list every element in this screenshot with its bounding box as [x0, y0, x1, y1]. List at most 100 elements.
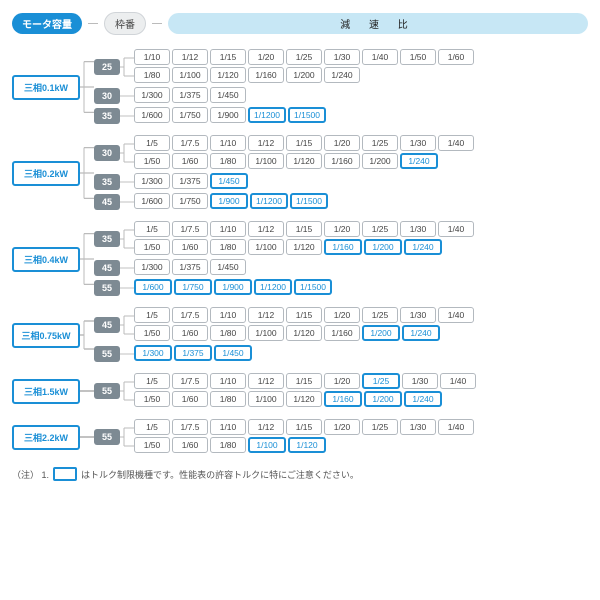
bracket-icon — [80, 419, 94, 455]
bracket-icon — [80, 221, 94, 297]
motor-label: 三相0.2kW — [12, 161, 80, 186]
ratio-cell: 1/50 — [134, 391, 170, 407]
ratio-cell: 1/20 — [324, 373, 360, 389]
ratio-cell: 1/375 — [172, 87, 208, 103]
ratio-cell: 1/40 — [362, 49, 398, 65]
ratio-row: 1/501/601/801/1001/1201/1601/2001/240 — [134, 325, 474, 341]
header-row: モータ容量 枠番 減 速 比 — [12, 12, 588, 35]
ratio-cell: 1/600 — [134, 193, 170, 209]
ratio-cell: 1/100 — [248, 391, 284, 407]
ratio-cell: 1/900 — [210, 107, 246, 123]
ratio-cell: 1/200 — [362, 153, 398, 169]
ratio-cell: 1/300 — [134, 87, 170, 103]
ratio-cell: 1/900 — [214, 279, 252, 295]
ratio-cell: 1/40 — [438, 307, 474, 323]
highlight-swatch-icon — [53, 467, 77, 481]
ratio-cell: 1/50 — [134, 239, 170, 255]
bracket-icon — [120, 307, 134, 343]
frame-row: 351/6001/7501/9001/12001/1500 — [94, 107, 474, 125]
ratio-cell: 1/7.5 — [172, 135, 208, 151]
frame-number: 55 — [94, 280, 120, 296]
bracket-icon — [120, 135, 134, 171]
motor-group: 三相2.2kW551/51/7.51/101/121/151/201/251/3… — [12, 419, 588, 455]
ratio-cell: 1/375 — [174, 345, 212, 361]
ratio-cell: 1/30 — [324, 49, 360, 65]
ratio-cell: 1/120 — [286, 239, 322, 255]
ratio-cell: 1/5 — [134, 373, 170, 389]
frame-number: 45 — [94, 194, 120, 210]
ratio-cell: 1/10 — [210, 419, 246, 435]
motor-label: 三相1.5kW — [12, 379, 80, 404]
ratio-cell: 1/1500 — [290, 193, 328, 209]
ratio-cell: 1/30 — [400, 419, 436, 435]
footnote-prefix: （注） 1. — [12, 468, 49, 481]
frame-row: 551/3001/3751/450 — [94, 345, 474, 363]
ratio-cell: 1/240 — [324, 67, 360, 83]
header-motor-capacity: モータ容量 — [12, 13, 82, 34]
ratio-row: 1/801/1001/1201/1601/2001/240 — [134, 67, 474, 83]
connector — [152, 23, 162, 24]
ratio-cell: 1/7.5 — [172, 373, 208, 389]
ratio-cell: 1/20 — [324, 135, 360, 151]
motor-label: 三相0.4kW — [12, 247, 80, 272]
ratio-cell: 1/80 — [210, 391, 246, 407]
bracket-icon — [120, 87, 134, 105]
ratio-cell: 1/5 — [134, 221, 170, 237]
motor-label: 三相0.1kW — [12, 75, 80, 100]
ratio-cell: 1/25 — [362, 221, 398, 237]
ratio-cell: 1/12 — [248, 307, 284, 323]
ratio-cell: 1/25 — [362, 419, 398, 435]
ratio-cell: 1/750 — [172, 193, 208, 209]
frame-row: 451/3001/3751/450 — [94, 259, 474, 277]
ratio-cell: 1/160 — [324, 153, 360, 169]
ratio-row: 1/51/7.51/101/121/151/201/251/301/40 — [134, 419, 474, 435]
ratio-cell: 1/60 — [172, 239, 208, 255]
ratio-cell: 1/50 — [134, 153, 170, 169]
frame-row: 551/6001/7501/9001/12001/1500 — [94, 279, 474, 297]
bracket-icon — [80, 135, 94, 211]
bracket-icon — [120, 193, 134, 211]
ratio-cell: 1/200 — [286, 67, 322, 83]
frame-number: 30 — [94, 88, 120, 104]
frame-number: 30 — [94, 145, 120, 161]
frame-row: 351/3001/3751/450 — [94, 173, 474, 191]
ratio-cell: 1/200 — [364, 391, 402, 407]
ratio-cell: 1/12 — [248, 373, 284, 389]
ratio-cell: 1/5 — [134, 135, 170, 151]
ratio-cell: 1/100 — [248, 239, 284, 255]
ratio-cell: 1/80 — [210, 437, 246, 453]
ratio-cell: 1/240 — [402, 325, 440, 341]
ratio-cell: 1/25 — [286, 49, 322, 65]
ratio-cell: 1/300 — [134, 345, 172, 361]
ratio-row: 1/501/601/801/1001/1201/1601/2001/240 — [134, 391, 476, 407]
ratio-cell: 1/120 — [210, 67, 246, 83]
ratio-cell: 1/1500 — [288, 107, 326, 123]
bracket-icon — [120, 373, 134, 409]
ratio-row: 1/51/7.51/101/121/151/201/251/301/40 — [134, 221, 474, 237]
bracket-icon — [120, 279, 134, 297]
ratio-cell: 1/600 — [134, 279, 172, 295]
bracket-icon — [80, 307, 94, 363]
frame-row: 451/6001/7501/9001/12001/1500 — [94, 193, 474, 211]
ratio-cell: 1/160 — [324, 391, 362, 407]
ratio-row: 1/3001/3751/450 — [134, 87, 246, 103]
ratio-cell: 1/20 — [324, 307, 360, 323]
ratio-cell: 1/60 — [172, 153, 208, 169]
ratio-cell: 1/100 — [248, 437, 286, 453]
frame-number: 45 — [94, 260, 120, 276]
ratio-cell: 1/80 — [134, 67, 170, 83]
ratio-cell: 1/450 — [210, 173, 248, 189]
ratio-row: 1/51/7.51/101/121/151/201/251/301/40 — [134, 373, 476, 389]
header-reduction-ratio: 減 速 比 — [168, 13, 588, 34]
ratio-cell: 1/15 — [286, 373, 322, 389]
motor-group: 三相1.5kW551/51/7.51/101/121/151/201/251/3… — [12, 373, 588, 409]
ratio-cell: 1/80 — [210, 239, 246, 255]
ratio-cell: 1/40 — [440, 373, 476, 389]
ratio-cell: 1/15 — [286, 135, 322, 151]
ratio-cell: 1/900 — [210, 193, 248, 209]
ratio-cell: 1/80 — [210, 153, 246, 169]
ratio-cell: 1/30 — [400, 135, 436, 151]
ratio-cell: 1/200 — [362, 325, 400, 341]
motor-group: 三相0.75kW451/51/7.51/101/121/151/201/251/… — [12, 307, 588, 363]
ratio-row: 1/51/7.51/101/121/151/201/251/301/40 — [134, 307, 474, 323]
